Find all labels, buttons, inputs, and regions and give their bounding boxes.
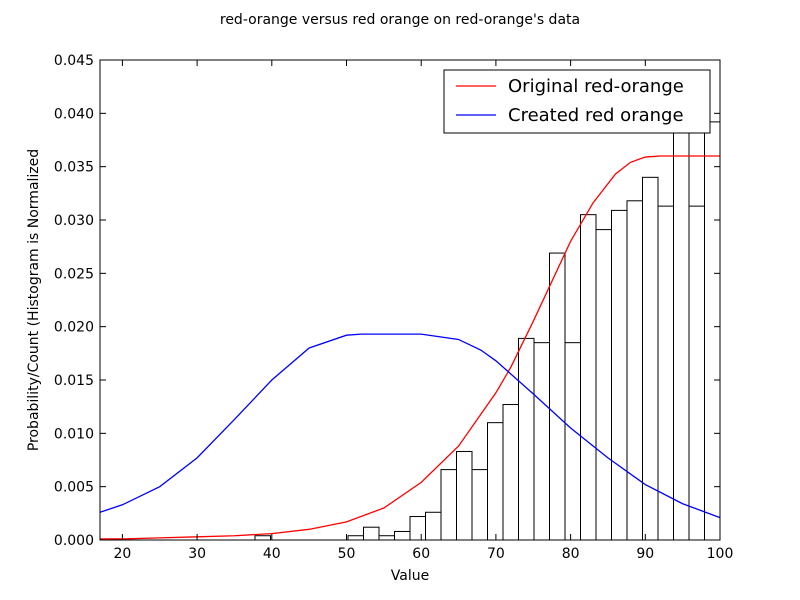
legend-label-original: Original red-orange	[508, 76, 684, 97]
histogram-bar	[409, 516, 426, 541]
x-tick-label: 30	[188, 546, 206, 562]
histogram-bar	[378, 535, 395, 541]
x-tick-label: 20	[113, 546, 131, 562]
y-tick-label: 0.035	[54, 160, 94, 176]
y-tick-label: 0.005	[54, 480, 94, 496]
histogram-bar	[502, 404, 519, 541]
y-tick-label: 0.020	[54, 320, 94, 336]
x-tick-label: 40	[263, 546, 281, 562]
x-tick-label: 60	[412, 546, 430, 562]
x-tick-label: 70	[487, 546, 505, 562]
legend: Original red-orange Created red orange	[443, 69, 711, 134]
histogram-bar	[642, 176, 659, 541]
x-tick-label: 80	[562, 546, 580, 562]
histogram-bar	[657, 205, 674, 541]
x-axis-label: Value	[391, 568, 429, 584]
y-tick-label: 0.040	[54, 106, 94, 122]
histogram-bar	[673, 121, 690, 541]
x-tick-label: 90	[636, 546, 654, 562]
plot-frame	[99, 59, 721, 541]
y-tick-label: 0.000	[54, 533, 94, 549]
histogram-bar	[704, 121, 721, 541]
series-line-created	[99, 333, 721, 519]
histogram-bar	[394, 530, 411, 541]
histogram-bar	[518, 337, 535, 541]
histogram-bar	[626, 200, 643, 541]
histogram-bar	[425, 511, 442, 541]
y-axis: 0.000 0.005 0.010 0.015 0.020 0.025 0.030 0.035…	[54, 53, 720, 549]
histogram-bar	[595, 229, 612, 541]
histogram-bar	[347, 535, 364, 541]
histogram-bar	[363, 526, 380, 541]
x-axis: 20 30 40 50 60 70 80 90 100	[113, 60, 733, 562]
histogram-bar	[564, 342, 581, 541]
series-line-original	[100, 155, 720, 540]
histogram-bar	[611, 209, 628, 541]
y-tick-label: 0.010	[54, 426, 94, 442]
histogram-bar	[533, 342, 550, 541]
chart-title: red-orange versus red orange on red-oran…	[220, 12, 580, 28]
y-tick-label: 0.045	[54, 53, 94, 69]
legend-label-created: Created red orange	[508, 105, 684, 126]
histogram-bar	[254, 535, 271, 541]
y-axis-label: Probability/Count (Histogram is Normaliz…	[26, 149, 42, 451]
y-tick-label: 0.030	[54, 213, 94, 229]
histogram-bar	[580, 214, 597, 541]
histogram-bar	[487, 422, 504, 541]
y-tick-label: 0.015	[54, 373, 94, 389]
series-lines	[99, 155, 721, 540]
histogram-bar	[688, 205, 705, 541]
histogram-bar	[471, 469, 488, 541]
legend-box	[443, 69, 711, 134]
histogram-bar	[549, 252, 566, 541]
x-tick-label: 50	[338, 546, 356, 562]
histogram-bar	[440, 469, 457, 541]
histogram-bar	[456, 450, 473, 541]
x-tick-label: 100	[707, 546, 734, 562]
histogram-bars	[254, 121, 721, 541]
y-tick-label: 0.025	[54, 266, 94, 282]
